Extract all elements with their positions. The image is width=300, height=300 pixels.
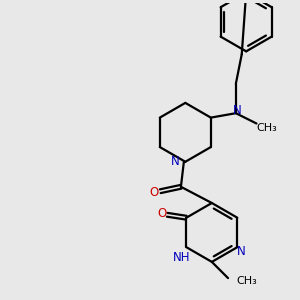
Text: CH₃: CH₃ bbox=[236, 276, 257, 286]
Text: NH: NH bbox=[173, 251, 191, 264]
Text: N: N bbox=[233, 104, 242, 117]
Text: N: N bbox=[171, 155, 179, 168]
Text: CH₃: CH₃ bbox=[256, 123, 277, 133]
Text: N: N bbox=[237, 245, 246, 258]
Text: O: O bbox=[157, 207, 167, 220]
Text: O: O bbox=[150, 186, 159, 199]
